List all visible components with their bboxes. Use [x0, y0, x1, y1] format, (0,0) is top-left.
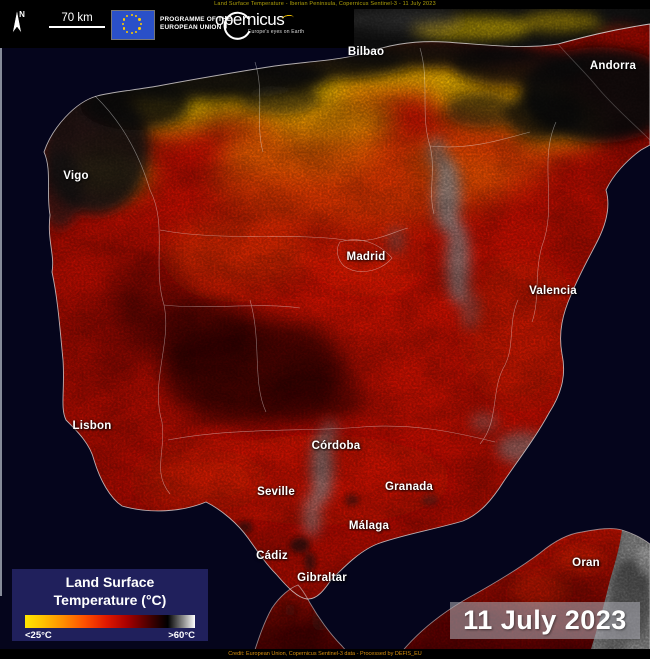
- city-label: Córdoba: [311, 440, 361, 452]
- legend-title-line2: Temperature (°C): [53, 591, 167, 608]
- copernicus-c-icon: [223, 11, 250, 40]
- city-label: Málaga: [348, 520, 390, 532]
- eu-star-icon: [122, 18, 126, 21]
- eu-star-icon: [139, 22, 142, 26]
- eu-programme-text: PROGRAMME OF THE EUROPEAN UNION: [160, 16, 231, 32]
- eu-star-icon: [122, 27, 126, 30]
- city-label: Valencia: [529, 285, 577, 297]
- header-bar: [0, 9, 354, 48]
- eu-star-icon: [126, 30, 129, 33]
- title-bar: Land Surface Temperature - Iberian Penin…: [0, 0, 650, 9]
- legend-min-label: <25°C: [25, 629, 52, 641]
- legend-gradient-bar: [25, 614, 195, 628]
- city-label: Andorra: [589, 60, 637, 72]
- eu-programme-line1: PROGRAMME OF THE: [160, 16, 232, 23]
- scale-line: [49, 26, 105, 28]
- scale-bar: 70 km: [44, 12, 110, 28]
- north-label: N: [19, 10, 25, 19]
- eu-star-icon: [135, 30, 138, 33]
- image-left-edge: [0, 48, 2, 596]
- credit-bar: Credit: European Union, Copernicus Senti…: [0, 649, 650, 659]
- city-label: Seville: [257, 486, 295, 498]
- legend-title: Land Surface Temperature (°C): [12, 574, 208, 610]
- city-label: Granada: [384, 481, 434, 493]
- date-badge: 11 July 2023: [450, 602, 640, 639]
- scale-label: 70 km: [61, 12, 93, 24]
- eu-star-icon: [135, 15, 138, 18]
- copernicus-tagline: Europe's eyes on Earth: [248, 29, 305, 35]
- eu-programme-line2: EUROPEAN UNION: [160, 24, 222, 31]
- eu-star-icon: [130, 13, 133, 17]
- city-label: Lisbon: [72, 420, 112, 432]
- eu-star-icon: [138, 18, 141, 21]
- city-label: Bilbao: [347, 46, 385, 58]
- title-bar-text: Land Surface Temperature - Iberian Penin…: [214, 1, 436, 7]
- eu-flag-icon: [112, 11, 154, 39]
- date-text: 11 July 2023: [463, 605, 627, 635]
- credit-text: Credit: European Union, Copernicus Senti…: [228, 651, 422, 657]
- eu-star-icon: [126, 15, 129, 18]
- eu-star-icon: [130, 31, 133, 35]
- city-label: Vigo: [63, 170, 89, 182]
- city-label: Oran: [572, 557, 600, 569]
- legend-panel: Land Surface Temperature (°C) <25°C >60°…: [12, 569, 208, 641]
- legend-max-label: >60°C: [168, 629, 195, 641]
- eu-star-icon: [138, 27, 141, 30]
- eu-star-icon: [121, 22, 124, 26]
- compass-needle-icon: [12, 10, 22, 34]
- copernicus-swoosh-icon: [281, 14, 295, 23]
- admin-boundaries: [94, 47, 557, 495]
- city-label: Madrid: [346, 251, 386, 263]
- city-label: Gibraltar: [297, 572, 347, 584]
- north-arrow: N: [10, 10, 34, 34]
- copernicus-logo: opernicus Europe's eyes on Earth: [215, 10, 305, 40]
- city-label: Cádiz: [256, 550, 288, 562]
- legend-title-line1: Land Surface: [65, 574, 155, 590]
